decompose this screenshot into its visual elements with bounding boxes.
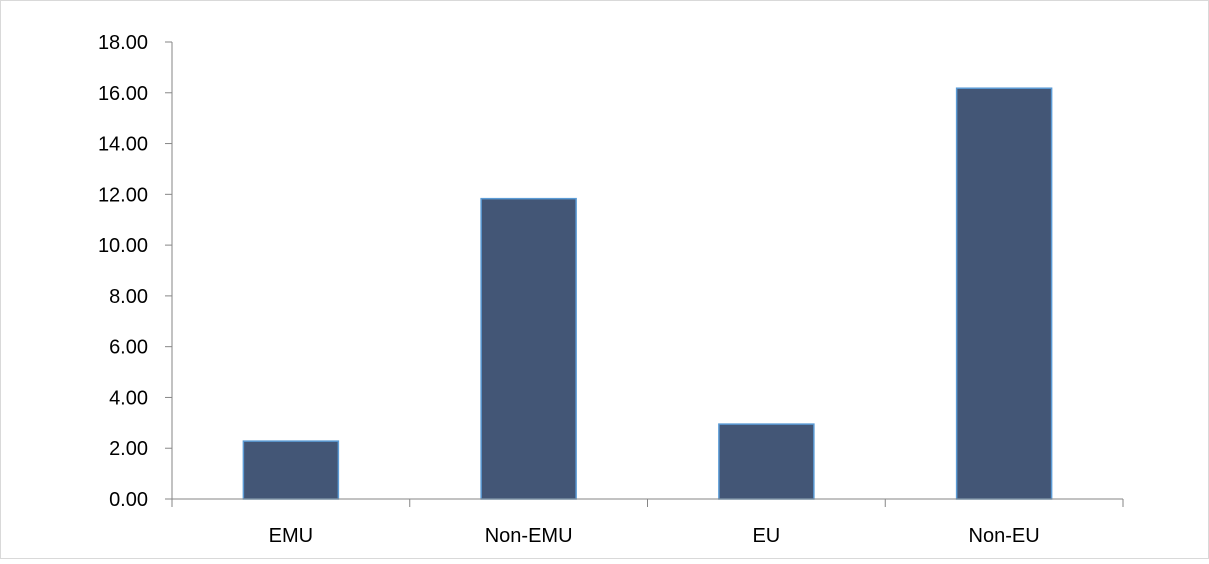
y-tick-label: 18.00 [98,32,148,54]
x-axis-labels: EMU Non-EMU EU Non-EU [269,525,1040,547]
y-tick-label: 2.00 [109,438,148,460]
bar-series [242,87,1053,500]
y-tick-label: 8.00 [109,286,148,308]
y-tick-label: 16.00 [98,83,148,105]
x-tick-label: EU [752,525,780,547]
y-tick-label: 10.00 [98,235,148,257]
bar-non-emu [480,197,577,500]
bar-non-eu [955,87,1053,500]
y-tick-label: 4.00 [109,387,148,409]
bar-emu [242,440,340,500]
y-tick-label: 6.00 [109,337,148,359]
x-tick-label: Non-EMU [485,525,573,547]
y-axis-ticks: 0.00 2.00 4.00 6.00 8.00 10.00 12.00 14.00 16.00… [98,32,172,511]
y-tick-label: 14.00 [98,134,148,156]
x-tick-label: EMU [269,525,313,547]
x-tick-label: Non-EU [969,525,1040,547]
axes [171,42,1124,507]
bar-eu [718,423,815,500]
y-tick-label: 12.00 [98,184,148,206]
y-tick-label: 0.00 [109,489,148,511]
